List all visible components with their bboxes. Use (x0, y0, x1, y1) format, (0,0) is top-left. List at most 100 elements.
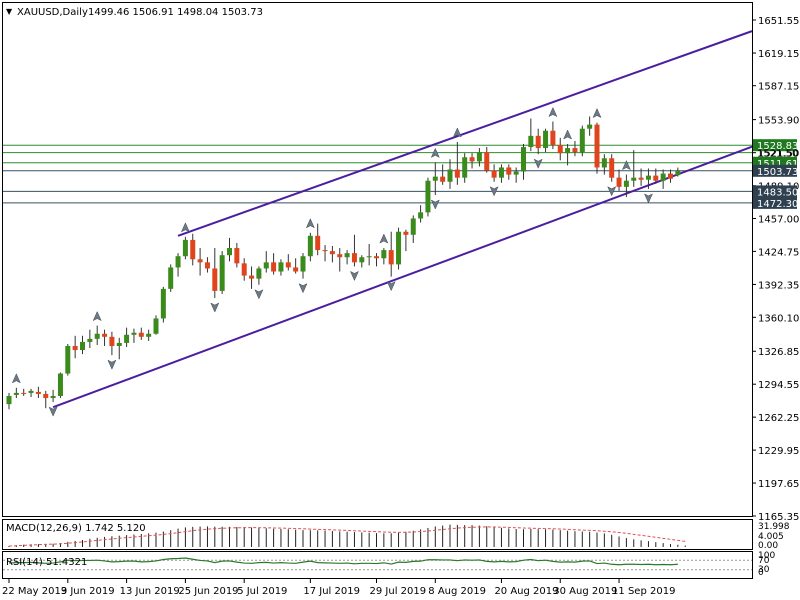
candle-bear (212, 268, 218, 291)
candle-bear (535, 135, 541, 149)
time-tick-label: 8 Aug 2019 (428, 586, 486, 597)
macd-tick-label: 4.005 (758, 532, 784, 542)
candle-bear (388, 250, 394, 265)
level-tag-label: 1528.83 (757, 141, 798, 152)
fractal-up-icon (379, 233, 389, 244)
rsi-tick-label: 0 (758, 568, 764, 578)
candle-bull (227, 248, 232, 256)
level-tag (753, 139, 797, 152)
candle-bull (432, 176, 438, 181)
level-tag-label: 1483.50 (757, 187, 798, 198)
candle-bull (94, 333, 100, 339)
candle-bear (638, 177, 644, 180)
candle-bull (278, 262, 284, 272)
fractal-up-icon (305, 218, 315, 229)
candle-bear (234, 248, 240, 264)
candle-bull (219, 255, 225, 291)
candle-bull (344, 253, 350, 258)
candle-bull (182, 239, 188, 257)
fractal-down-icon (489, 186, 499, 197)
macd-label: MACD(12,26,9) 1.742 5.120 (6, 523, 146, 534)
candle-bear (72, 345, 78, 351)
candle-bull (447, 169, 453, 182)
candle-bear (469, 157, 475, 162)
fractal-down-icon (607, 186, 617, 197)
candle-bull (660, 173, 666, 181)
candle-bear (454, 169, 460, 178)
level-tag (753, 164, 797, 177)
candle-bear (249, 275, 255, 279)
time-tick-label: 25 Jun 2019 (178, 586, 238, 597)
price-tick-label: 1553.90 (758, 116, 799, 127)
level-tag-label: 1472.30 (757, 199, 798, 210)
candle-bear (550, 130, 556, 146)
chart-title-arrow-icon: ▼ (6, 7, 13, 16)
candle-bear (616, 177, 622, 187)
candle-bull (366, 256, 372, 258)
candle-bear (102, 333, 108, 337)
channel-lower-line (52, 145, 753, 409)
candle-bull (80, 341, 85, 351)
price-tick-label: 1392.35 (758, 280, 799, 291)
rsi-tick-label: 70 (758, 556, 770, 566)
price-channel (52, 30, 753, 409)
level-tag-label: 1503.73 (757, 167, 798, 178)
fractal-down-icon (386, 281, 396, 292)
candle-bull (623, 180, 629, 187)
fractal-up-icon (452, 127, 462, 138)
price-tick-label: 1521.50 (758, 149, 799, 160)
price-tick-label: 1262.25 (758, 413, 799, 424)
candle-bear (43, 393, 49, 399)
channel-upper-line (177, 30, 753, 237)
candle-bear (241, 263, 247, 276)
candle-bull (462, 157, 468, 178)
rsi-label: RSI(14) 51.4321 (6, 557, 87, 568)
candle-bull (124, 334, 130, 343)
candle-bull (146, 333, 152, 337)
fractal-up-icon (548, 106, 558, 118)
candle-bear (440, 176, 446, 182)
price-tick-label: 1619.15 (758, 49, 799, 60)
candle-bull (476, 152, 482, 162)
time-tick-label: 11 Sep 2019 (612, 586, 675, 597)
price-tick-label: 1360.10 (758, 313, 799, 324)
candle-bear (197, 259, 203, 263)
candle-bull (50, 395, 56, 399)
price-tick-label: 1165.35 (758, 512, 799, 523)
price-tick-label: 1229.95 (758, 446, 799, 457)
time-tick-label: 30 Aug 2019 (553, 586, 617, 597)
price-tick-label: 1457.00 (758, 214, 799, 225)
candle-bear (572, 148, 578, 153)
candle-bull (65, 345, 71, 374)
fractal-down-icon (107, 359, 117, 370)
main-plot-frame (2, 2, 753, 517)
price-axis: 1651.551619.151587.151553.901521.501489.… (752, 16, 799, 523)
time-tick-label: 3 Jun 2019 (61, 586, 115, 597)
macd-tick-label: 31.998 (758, 522, 790, 532)
candle-bull (160, 288, 166, 319)
fractal-markers (11, 106, 653, 417)
candle-bull (631, 177, 637, 181)
candle-bull (543, 130, 549, 149)
candle-bear (668, 173, 673, 179)
candle-bear (138, 332, 144, 337)
rsi-tick-label: 30 (758, 565, 770, 575)
candle-bear (285, 262, 291, 268)
candle-bull (498, 167, 504, 178)
candle-bull (396, 231, 402, 265)
level-tag (753, 196, 797, 209)
price-tick-label: 1424.75 (758, 247, 799, 258)
candle-bear (329, 251, 335, 255)
chart-symbol-title: XAUUSD,Daily (17, 7, 88, 18)
chart-ohlc-readout: 1499.46 1506.91 1498.04 1503.73 (88, 7, 263, 18)
fractal-down-icon (349, 270, 359, 282)
candle-bear (506, 167, 512, 175)
candle-bull (168, 267, 174, 289)
level-label: 1521.50 (757, 149, 798, 160)
fractal-down-icon (48, 406, 58, 417)
candle-bull (381, 250, 387, 259)
fractal-up-icon (563, 129, 573, 140)
candle-bear (293, 267, 299, 272)
